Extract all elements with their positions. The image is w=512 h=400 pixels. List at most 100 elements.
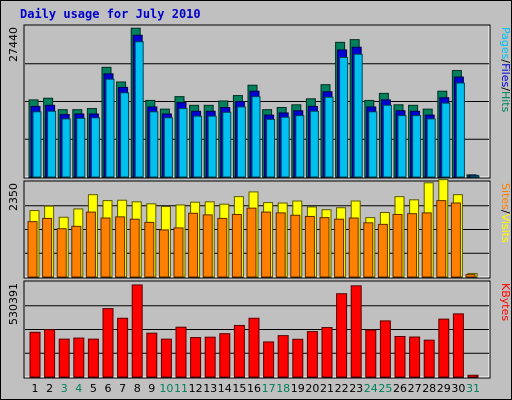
x-tick-label: 29 [437,382,451,395]
bar-sites-day-2 [42,217,53,278]
x-tick-label: 18 [276,382,290,395]
bar-pages-day-21 [324,96,334,178]
bar-pages-day-20 [309,110,319,178]
bar-sites-day-17 [261,211,272,278]
x-tick-label: 12 [189,382,203,395]
x-tick-label: 7 [119,382,126,395]
bar-sites-day-12 [188,212,199,278]
bar-pages-day-2 [47,110,57,178]
y-max-label: 2350 [7,183,20,211]
bar-kbytes-day-5 [87,338,99,378]
bar-pages-day-29 [441,102,451,178]
bar-kbytes-day-28 [423,339,435,378]
bar-sites-day-29 [436,200,447,278]
x-tick-label: 30 [451,382,465,395]
legend-segment: / [499,59,512,63]
bar-sites-day-30 [450,202,461,278]
legend-segment: / [499,210,512,214]
bar-pages-day-18 [280,116,290,178]
bar-pages-day-1 [32,111,42,178]
bar-sites-day-3 [56,228,67,278]
x-tick-label: 13 [203,382,217,395]
bar-kbytes-day-13 [204,336,216,378]
bar-kbytes-day-25 [379,320,391,378]
legend-segment: Hits [499,91,512,113]
x-tick-label: 1 [32,382,39,395]
bar-sites-day-6 [100,217,111,278]
bar-sites-day-1 [27,221,38,278]
bar-pages-day-22 [339,57,349,178]
legend-segment: KBytes [499,283,512,321]
bar-sites-day-21 [319,217,330,278]
bar-sites-day-4 [71,225,82,278]
bar-pages-day-31 [470,175,480,178]
x-tick-label: 4 [75,382,82,395]
x-tick-label: 9 [148,382,155,395]
x-tick-label: 17 [262,382,276,395]
bar-pages-day-9 [149,111,159,178]
x-tick-label: 31 [466,382,480,395]
x-tick-label: 11 [174,382,188,395]
bar-kbytes-day-18 [277,335,289,378]
x-tick-label: 6 [105,382,112,395]
x-tick-label: 23 [349,382,363,395]
bar-pages-day-24 [368,111,378,178]
bar-pages-day-15 [236,106,246,178]
bar-pages-day-30 [455,82,465,178]
x-tick-label: 8 [134,382,141,395]
bar-sites-day-26 [392,213,403,278]
bar-pages-day-17 [266,118,276,178]
bar-kbytes-day-12 [190,337,202,378]
bar-kbytes-day-22 [336,293,348,378]
legend-segment: Sites [499,183,512,210]
bar-kbytes-day-6 [102,308,114,378]
bar-pages-day-4 [76,117,86,178]
bar-sites-day-27 [407,213,418,278]
x-tick-label: 26 [393,382,407,395]
bar-sites-day-22 [334,218,345,278]
legend-segment: Visits [499,214,512,243]
bar-kbytes-day-11 [175,326,187,378]
x-tick-label: 20 [305,382,319,395]
bar-pages-day-8 [134,41,144,178]
bar-kbytes-day-31 [467,374,479,378]
bar-sites-day-31 [465,274,476,278]
bar-kbytes-day-1 [29,331,41,378]
bar-sites-day-23 [348,217,359,278]
legend-segment: / [499,87,512,91]
legend-visits: Sites/Visits [499,183,512,243]
x-tick-label: 14 [218,382,232,395]
bar-pages-day-16 [251,96,261,178]
bar-kbytes-day-29 [438,318,450,378]
bar-kbytes-day-20 [306,331,318,378]
bar-sites-day-8 [129,218,140,278]
bar-pages-day-23 [353,53,363,178]
bar-pages-day-28 [426,118,436,178]
chart-title: Daily usage for July 2010 [20,7,201,21]
bar-kbytes-day-17 [263,341,275,378]
x-tick-label: 15 [232,382,246,395]
bar-sites-day-10 [158,229,169,278]
bar-sites-day-25 [377,223,388,278]
x-tick-label: 3 [61,382,68,395]
bar-kbytes-day-4 [73,337,85,378]
x-tick-label: 21 [320,382,334,395]
bar-kbytes-day-2 [44,329,56,378]
bar-pages-day-13 [207,115,217,178]
bar-kbytes-day-16 [248,317,260,378]
bar-kbytes-day-26 [394,335,406,378]
x-tick-label: 2 [46,382,53,395]
x-tick-label: 19 [291,382,305,395]
bar-pages-day-7 [120,92,130,178]
bar-sites-day-20 [304,215,315,278]
bar-kbytes-day-7 [117,317,129,378]
bar-kbytes-day-8 [131,284,143,378]
legend-segment: Files [499,63,512,87]
bar-pages-day-10 [163,117,173,178]
bar-pages-day-11 [178,108,188,178]
bar-sites-day-7 [115,216,126,278]
bar-pages-day-6 [105,78,115,178]
bar-kbytes-day-27 [409,336,421,378]
bar-kbytes-day-10 [160,338,172,378]
